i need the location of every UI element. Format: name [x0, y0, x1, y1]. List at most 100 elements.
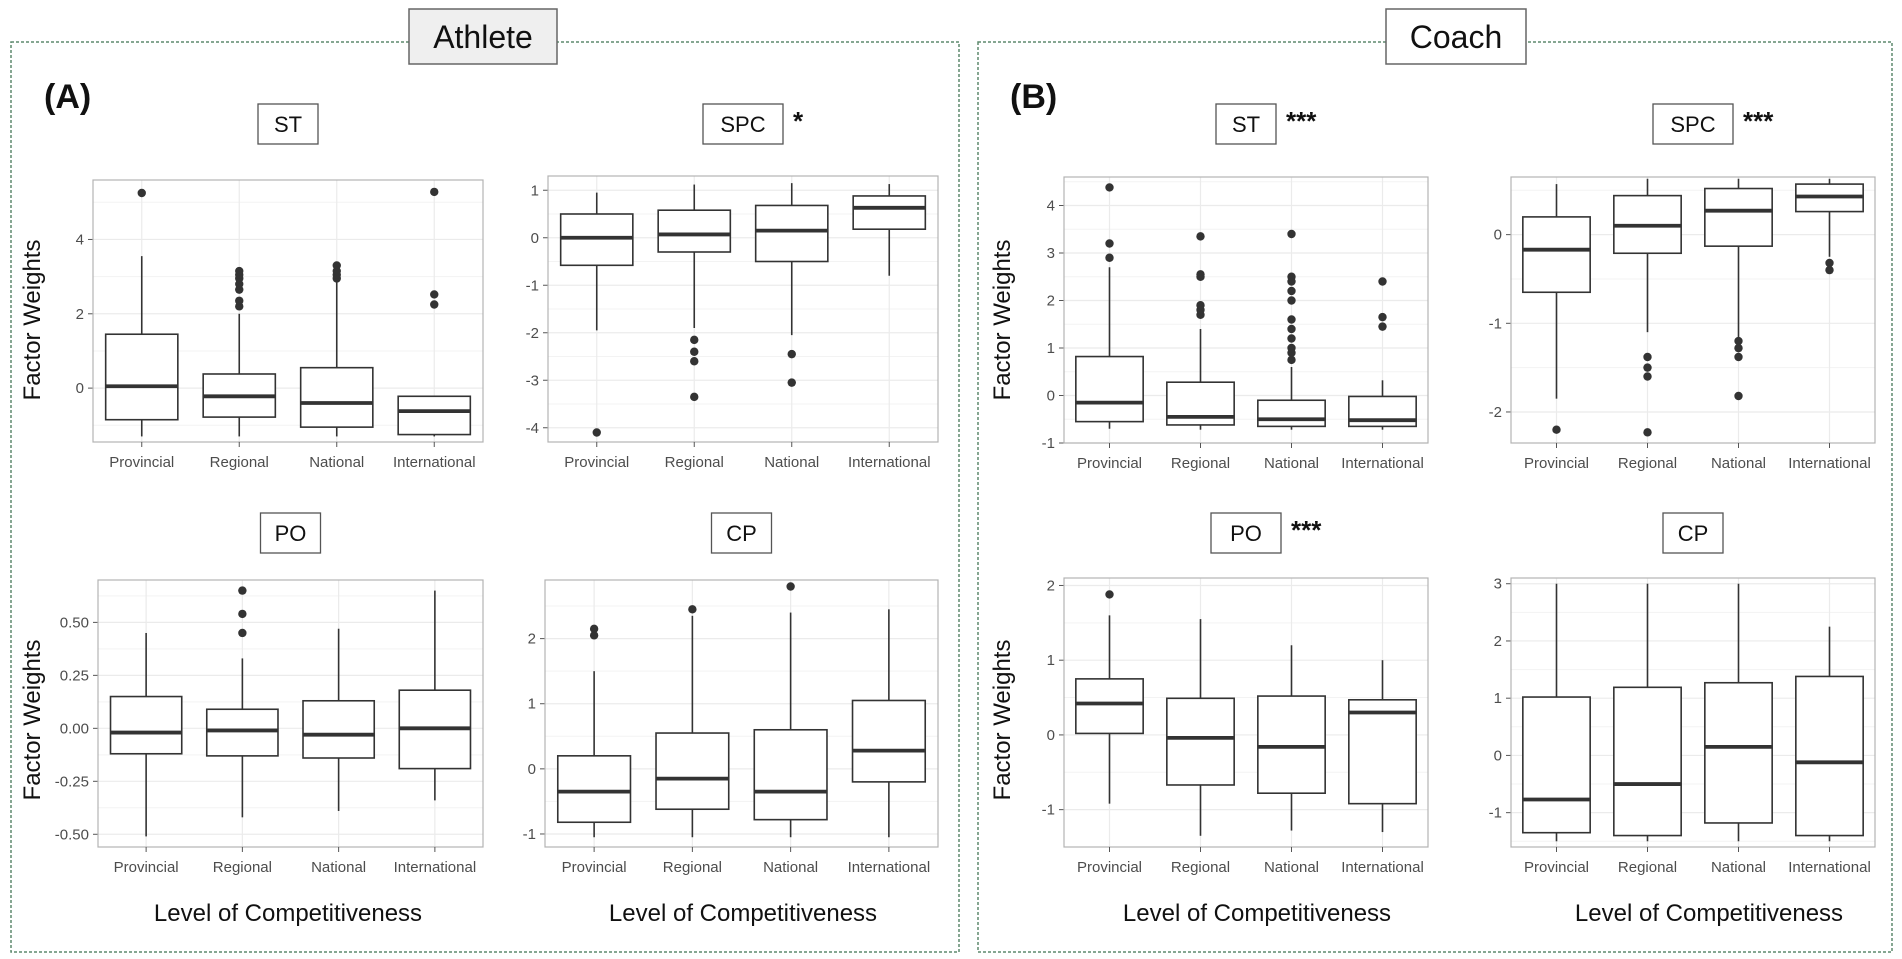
- box-national: [1704, 583, 1773, 842]
- box-regional: [205, 586, 279, 818]
- iqr-box: [753, 728, 828, 821]
- outlier-point: [137, 188, 146, 198]
- box-international: [1795, 178, 1864, 275]
- x-tick-label: Provincial: [1524, 455, 1589, 472]
- box-international: [398, 590, 472, 801]
- y-tick-label: 2: [1494, 633, 1502, 650]
- outlier-point: [1196, 232, 1205, 241]
- panel-coach-st: 4 3 2 1 0 -1 Provincial Regional National Interna…: [1042, 103, 1429, 472]
- iqr-box: [1522, 696, 1591, 834]
- panel-athlete-st: 0 2 4 Provincial Regional National Internation…: [76, 103, 484, 471]
- outlier-point: [1287, 315, 1296, 324]
- y-tick-label: 1: [1494, 690, 1502, 707]
- outlier-point: [1378, 312, 1387, 322]
- y-tick-label: -2: [526, 325, 539, 342]
- x-tick-label: National: [763, 859, 818, 876]
- panel-title: SPC: [720, 112, 765, 137]
- box-provincial: [1075, 590, 1144, 804]
- plot-border: [1063, 577, 1429, 848]
- outlier-point: [1196, 301, 1205, 310]
- plot-border: [92, 179, 484, 443]
- outlier-point: [1287, 355, 1296, 365]
- coach-right-xlabel: Level of Competitiveness: [1575, 900, 1843, 927]
- y-tick-label: 1: [1047, 340, 1055, 357]
- iqr-box: [1166, 697, 1235, 786]
- panel-coach-spc: 0 -1 -2 Provincial Regional National Internati…: [1489, 103, 1876, 472]
- coach-panel-letter: (B): [1010, 78, 1057, 116]
- outlier-point: [238, 609, 247, 619]
- iqr-box: [1075, 355, 1144, 423]
- panel-athlete-po: 0.50 0.25 0.00 -0.25 -0.50 Provincial Regional…: [55, 512, 484, 876]
- box-provincial: [1522, 583, 1591, 842]
- y-tick-label: 0: [76, 380, 84, 397]
- outlier-point: [589, 624, 599, 634]
- x-tick-label: Provincial: [564, 454, 629, 471]
- y-tick-label: 0.00: [60, 720, 89, 737]
- panel-title-box: [1215, 103, 1277, 145]
- box-regional: [657, 184, 732, 402]
- x-tick-label: Provincial: [1077, 859, 1142, 876]
- outlier-point: [332, 261, 341, 270]
- outlier-point: [787, 349, 796, 359]
- outlier-point: [1287, 286, 1296, 296]
- y-tick-label: 2: [76, 306, 84, 323]
- outlier-point: [1105, 183, 1114, 192]
- y-tick-label: -1: [1042, 802, 1055, 819]
- y-tick-label: 1: [1047, 652, 1055, 669]
- y-tick-label: 2: [1047, 577, 1055, 594]
- outlier-point: [1825, 265, 1834, 275]
- y-tick-label: -1: [1489, 315, 1502, 332]
- outlier-point: [1643, 363, 1652, 372]
- y-tick-label: 0: [1047, 388, 1055, 405]
- iqr-box: [556, 755, 632, 824]
- outlier-point: [430, 187, 439, 197]
- x-tick-label: International: [393, 454, 476, 471]
- box-regional: [1166, 232, 1235, 430]
- box-regional: [1613, 583, 1682, 842]
- x-tick-label: Regional: [1618, 859, 1677, 876]
- y-tick-label: 3: [1494, 576, 1502, 593]
- outlier-point: [1734, 343, 1743, 353]
- x-tick-label: International: [1341, 859, 1424, 876]
- outlier-point: [1287, 334, 1296, 343]
- iqr-box: [1795, 675, 1864, 837]
- plot-border: [1063, 176, 1429, 444]
- significance-marker: ***: [1743, 106, 1774, 136]
- x-tick-label: Regional: [210, 454, 269, 471]
- iqr-box: [851, 699, 927, 783]
- y-tick-label: -4: [526, 420, 539, 437]
- outlier-point: [1734, 391, 1743, 401]
- x-tick-label: International: [848, 454, 931, 471]
- iqr-box: [205, 708, 279, 757]
- outlier-point: [1643, 372, 1652, 381]
- iqr-box: [1075, 678, 1144, 735]
- iqr-box: [1522, 216, 1591, 294]
- outlier-point: [1734, 336, 1743, 346]
- y-tick-label: 0: [1494, 747, 1502, 764]
- plot-border: [1510, 577, 1876, 848]
- y-tick-label: -1: [526, 277, 539, 294]
- plot-border: [544, 579, 939, 848]
- box-provincial: [1522, 184, 1591, 434]
- box-national: [1257, 645, 1326, 831]
- x-tick-label: Regional: [663, 859, 722, 876]
- iqr-box: [1613, 686, 1682, 837]
- iqr-box: [754, 204, 829, 263]
- x-tick-label: Provincial: [1524, 859, 1589, 876]
- outlier-point: [1643, 428, 1652, 437]
- y-tick-label: -1: [1489, 805, 1502, 822]
- panel-title-box: [1210, 512, 1282, 554]
- iqr-box: [852, 195, 927, 230]
- iqr-box: [1257, 695, 1326, 794]
- x-tick-label: International: [1788, 455, 1871, 472]
- panel-title: PO: [1230, 521, 1262, 546]
- iqr-box: [657, 209, 732, 253]
- outlier-point: [690, 335, 699, 345]
- panel-coach-cp: 3 2 1 0 -1 Provincial Regional National Internat…: [1489, 512, 1876, 876]
- outlier-point: [787, 378, 796, 387]
- outlier-point: [238, 586, 247, 595]
- x-tick-label: International: [1788, 859, 1871, 876]
- x-tick-label: Provincial: [114, 859, 179, 876]
- box-international: [1348, 277, 1417, 430]
- x-tick-label: Provincial: [109, 454, 174, 471]
